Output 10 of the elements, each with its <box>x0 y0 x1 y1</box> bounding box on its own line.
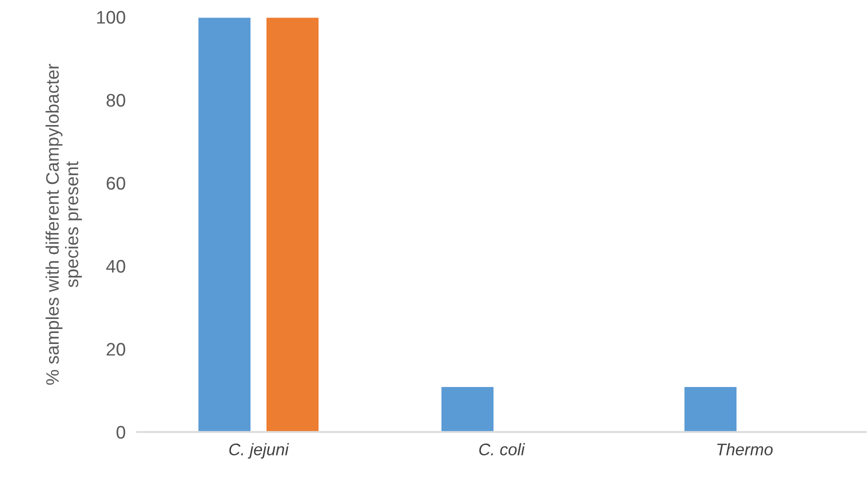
x-tick-label: C. coli <box>479 443 526 456</box>
y-tick-label: 80 <box>106 94 126 107</box>
y-tick-label: 100 <box>97 10 126 24</box>
y-tick-label: 20 <box>106 342 126 356</box>
y-axis-title: % samples with different Campylobacter species present <box>46 64 82 385</box>
x-tick-label: C. jejuni <box>229 443 289 459</box>
y-tick-label: 40 <box>106 260 126 273</box>
y-tick-label: 60 <box>106 176 126 190</box>
y-tick-label: 0 <box>116 426 126 439</box>
x-tick-label: Thermo <box>717 443 773 456</box>
